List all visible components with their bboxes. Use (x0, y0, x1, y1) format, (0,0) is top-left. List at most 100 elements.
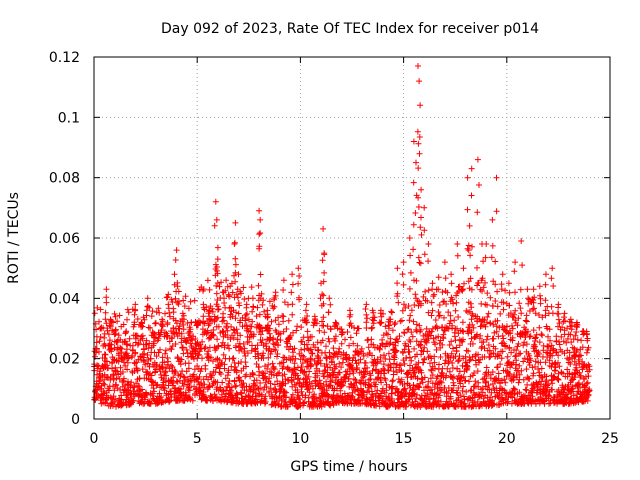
data-point (190, 371, 197, 378)
data-point (376, 393, 383, 400)
data-point (468, 316, 475, 323)
data-point (222, 287, 229, 294)
data-point (307, 346, 314, 353)
data-point (391, 321, 398, 328)
data-point (407, 338, 414, 345)
data-point (343, 371, 350, 378)
data-point (520, 376, 527, 383)
data-point (293, 381, 300, 388)
data-point (316, 327, 323, 334)
data-point (139, 332, 146, 339)
data-point (378, 379, 385, 386)
data-point (347, 363, 354, 369)
data-point (158, 327, 165, 334)
data-point (274, 370, 281, 377)
data-point (134, 316, 141, 322)
data-point (301, 346, 308, 353)
data-point (180, 350, 187, 357)
data-point (460, 383, 467, 390)
data-point (432, 317, 439, 323)
data-point (326, 349, 333, 356)
data-point (389, 395, 396, 402)
data-point (513, 361, 520, 368)
data-point (161, 359, 168, 366)
data-point (479, 288, 485, 295)
data-point (148, 372, 155, 379)
data-point (321, 368, 328, 375)
data-point (201, 381, 208, 388)
y-tick-label: 0.12 (49, 50, 80, 66)
data-point (392, 342, 399, 349)
data-point (350, 368, 357, 374)
data-point (233, 382, 240, 389)
data-point (312, 344, 319, 351)
data-point (249, 371, 256, 377)
data-point (114, 368, 121, 375)
data-point (105, 365, 112, 371)
data-point (389, 401, 396, 407)
data-point (439, 341, 446, 348)
data-point (112, 364, 119, 371)
data-point (162, 350, 169, 357)
y-tick-label: 0.02 (49, 352, 80, 368)
data-point (379, 385, 386, 392)
data-point (411, 302, 418, 308)
data-point (475, 351, 482, 358)
data-point (112, 313, 119, 320)
data-point (395, 338, 402, 345)
data-point (523, 387, 530, 394)
data-point (126, 335, 133, 342)
data-point (393, 361, 400, 368)
data-point (105, 387, 112, 394)
data-point (456, 342, 463, 349)
data-point (408, 307, 415, 314)
data-point (172, 368, 179, 375)
data-point (351, 382, 358, 389)
x-tick-label: 5 (193, 431, 202, 447)
data-point (410, 382, 417, 388)
data-point (398, 376, 405, 383)
data-point (305, 337, 312, 344)
data-point (484, 333, 491, 340)
data-point (209, 308, 216, 315)
data-point (516, 351, 522, 357)
data-point (270, 335, 277, 342)
data-point (320, 381, 327, 388)
data-point (227, 387, 234, 394)
data-point (212, 394, 219, 401)
data-point (430, 335, 437, 342)
data-point (274, 351, 281, 357)
data-point (431, 291, 438, 298)
data-point (509, 325, 516, 332)
data-point (160, 384, 167, 391)
data-point (113, 375, 120, 382)
data-point (446, 358, 452, 365)
data-point (153, 361, 160, 368)
data-point (368, 388, 375, 395)
data-point (455, 385, 462, 391)
data-point (155, 349, 162, 356)
data-point (237, 332, 244, 339)
data-point (244, 350, 251, 357)
data-point (433, 346, 440, 353)
data-point (497, 361, 504, 368)
data-point (187, 298, 194, 305)
data-point (508, 349, 515, 356)
data-point (453, 344, 460, 351)
data-point (202, 366, 209, 372)
data-point (150, 385, 157, 392)
data-point (263, 383, 270, 390)
data-point (444, 365, 451, 372)
data-point (402, 304, 409, 311)
data-point (257, 385, 264, 392)
data-point (128, 354, 135, 361)
data-point (389, 378, 396, 385)
data-point (336, 360, 343, 367)
data-point (230, 334, 237, 341)
data-point (124, 394, 131, 401)
data-point (243, 371, 250, 378)
data-point (445, 390, 452, 397)
data-point (117, 364, 124, 371)
data-point (509, 394, 516, 401)
data-point (344, 329, 351, 335)
